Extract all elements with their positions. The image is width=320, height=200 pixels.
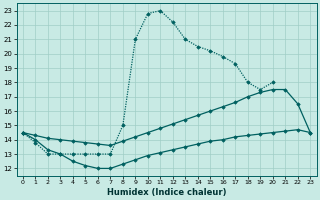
X-axis label: Humidex (Indice chaleur): Humidex (Indice chaleur) (107, 188, 226, 197)
